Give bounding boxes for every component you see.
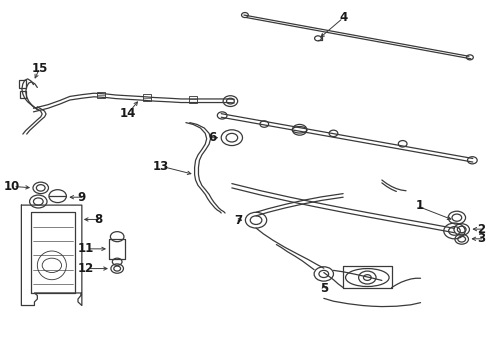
Text: 2: 2 bbox=[476, 222, 484, 236]
Text: 10: 10 bbox=[4, 180, 20, 193]
Text: 5: 5 bbox=[319, 282, 327, 295]
Text: 14: 14 bbox=[120, 107, 136, 120]
Bar bbox=[143, 94, 151, 101]
Text: 6: 6 bbox=[208, 131, 216, 144]
Text: 12: 12 bbox=[78, 262, 94, 275]
Bar bbox=[20, 91, 26, 98]
Text: 11: 11 bbox=[78, 242, 94, 255]
Text: 1: 1 bbox=[415, 199, 423, 212]
Bar bbox=[19, 80, 26, 88]
Bar bbox=[189, 96, 197, 103]
Text: 8: 8 bbox=[94, 213, 102, 226]
Text: 7: 7 bbox=[234, 214, 242, 227]
Text: 4: 4 bbox=[338, 12, 346, 24]
Bar bbox=[97, 92, 105, 98]
Text: 9: 9 bbox=[77, 191, 85, 204]
Text: 13: 13 bbox=[152, 160, 169, 173]
Text: 3: 3 bbox=[476, 232, 484, 245]
Text: 15: 15 bbox=[32, 62, 48, 75]
